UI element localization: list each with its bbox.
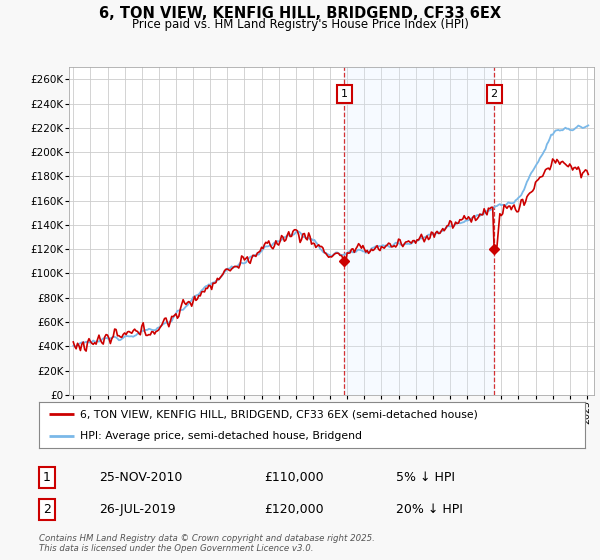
Text: 26-JUL-2019: 26-JUL-2019 bbox=[99, 503, 176, 516]
Text: £120,000: £120,000 bbox=[264, 503, 323, 516]
Text: 1: 1 bbox=[341, 89, 348, 99]
Text: 2: 2 bbox=[491, 89, 497, 99]
Text: 6, TON VIEW, KENFIG HILL, BRIDGEND, CF33 6EX (semi-detached house): 6, TON VIEW, KENFIG HILL, BRIDGEND, CF33… bbox=[80, 409, 478, 419]
Text: HPI: Average price, semi-detached house, Bridgend: HPI: Average price, semi-detached house,… bbox=[80, 431, 362, 441]
Text: 1: 1 bbox=[43, 470, 51, 484]
Text: 25-NOV-2010: 25-NOV-2010 bbox=[99, 470, 182, 484]
Text: 5% ↓ HPI: 5% ↓ HPI bbox=[396, 470, 455, 484]
Text: 20% ↓ HPI: 20% ↓ HPI bbox=[396, 503, 463, 516]
Text: 2: 2 bbox=[43, 503, 51, 516]
Text: Contains HM Land Registry data © Crown copyright and database right 2025.
This d: Contains HM Land Registry data © Crown c… bbox=[39, 534, 375, 553]
Text: Price paid vs. HM Land Registry's House Price Index (HPI): Price paid vs. HM Land Registry's House … bbox=[131, 18, 469, 31]
Text: £110,000: £110,000 bbox=[264, 470, 323, 484]
Bar bbox=[344, 67, 494, 395]
Text: 6, TON VIEW, KENFIG HILL, BRIDGEND, CF33 6EX: 6, TON VIEW, KENFIG HILL, BRIDGEND, CF33… bbox=[99, 6, 501, 21]
